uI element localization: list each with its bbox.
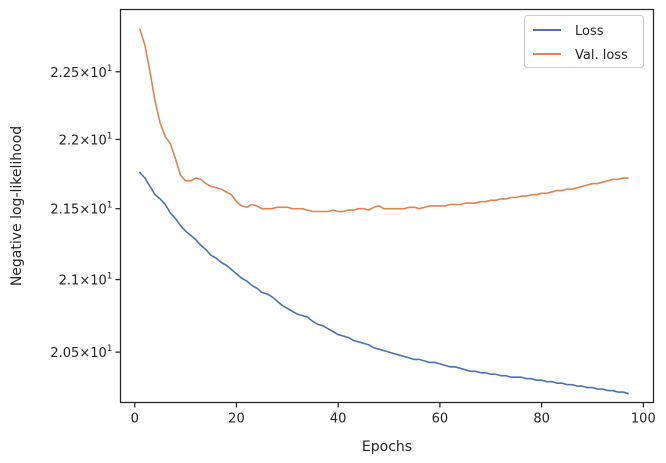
y-tick-label: 2.2×101 bbox=[59, 131, 113, 148]
y-tick-label: 2.1×101 bbox=[59, 272, 113, 289]
x-tick-label: 60 bbox=[432, 412, 449, 427]
y-axis-ticks: 2.05×101 2.1×101 2.15×101 2.2×101 2.25×101 bbox=[50, 64, 121, 361]
legend-label-val-loss: Val. loss bbox=[575, 48, 628, 63]
y-axis-label: Negative log-likelihood bbox=[9, 126, 25, 286]
y-tick-label: 2.15×101 bbox=[50, 201, 112, 218]
x-axis-label: Epochs bbox=[362, 439, 412, 455]
plot-lines bbox=[139, 28, 629, 395]
x-tick-label: 100 bbox=[631, 412, 656, 427]
y-tick-label: 2.05×101 bbox=[50, 344, 112, 361]
x-tick-label: 40 bbox=[330, 412, 347, 427]
x-tick-label: 20 bbox=[228, 412, 245, 427]
x-tick-label: 0 bbox=[131, 412, 139, 427]
series-line-loss bbox=[139, 171, 629, 395]
legend-label-loss: Loss bbox=[575, 24, 604, 39]
x-axis-ticks: 0 20 40 60 80 100 bbox=[131, 402, 656, 427]
plot-frame bbox=[119, 8, 655, 404]
x-tick-label: 80 bbox=[533, 412, 550, 427]
legend: Loss Val. loss bbox=[524, 15, 644, 68]
y-tick-label: 2.25×101 bbox=[50, 64, 112, 81]
series-line-val-loss bbox=[139, 28, 629, 213]
